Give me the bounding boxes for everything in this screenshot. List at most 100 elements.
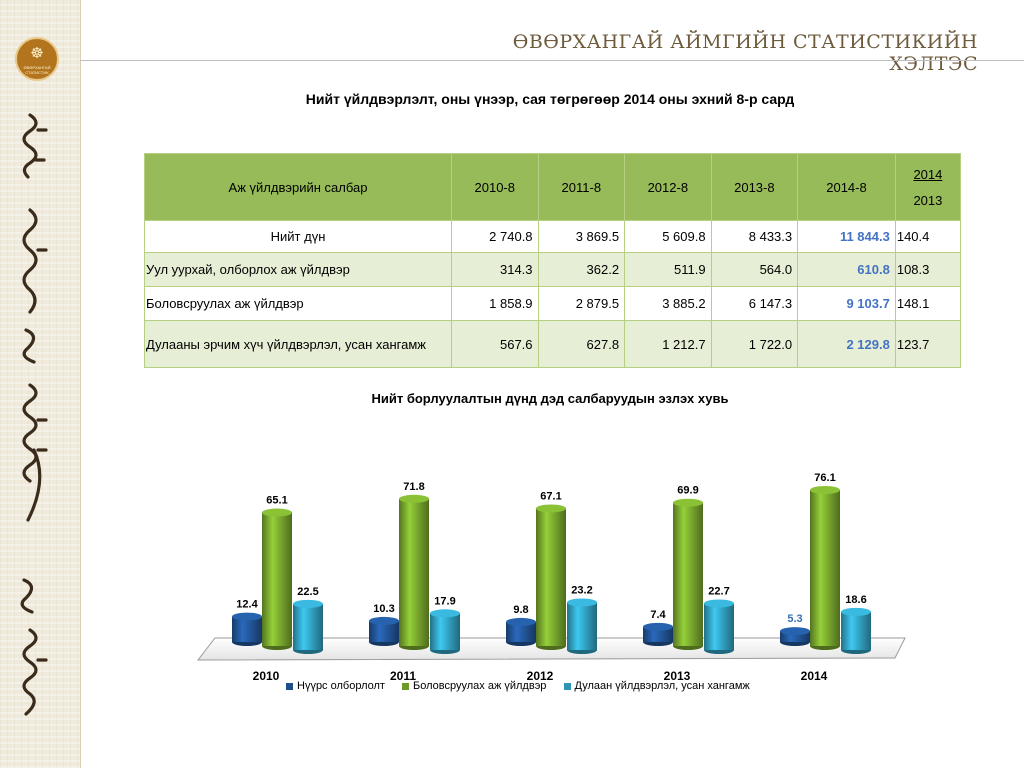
bar bbox=[673, 498, 703, 650]
statistics-logo: ☸ ӨВӨРХАНГАЙ СТАТИСТИК bbox=[15, 37, 59, 81]
bar bbox=[810, 485, 840, 650]
bar-top bbox=[673, 498, 703, 507]
data-label: 71.8 bbox=[403, 481, 424, 493]
bar-top bbox=[536, 504, 566, 513]
data-label: 22.7 bbox=[708, 585, 729, 597]
bar bbox=[780, 627, 810, 646]
bar-body bbox=[567, 602, 597, 650]
share-bar-chart: 12.4 10.3 9.8 7.4 5.3 65.1 71.8 67.1 69.9 76.1 22.… bbox=[196, 472, 906, 682]
bar-body bbox=[232, 616, 262, 642]
table-cell-highlight: 11 844.3 bbox=[797, 220, 896, 253]
legend-item: Дулаан үйлдвэрлэл, усан хангамж bbox=[563, 680, 750, 692]
bar-top bbox=[430, 609, 460, 618]
legend-swatch bbox=[563, 682, 571, 690]
table-row: Дулааны эрчим хүч үйлдвэрлэл, усан ханга… bbox=[144, 320, 962, 368]
bar-body bbox=[704, 603, 734, 650]
table-cell: 567.6 bbox=[451, 320, 539, 368]
bar-body bbox=[293, 603, 323, 650]
bar-body bbox=[536, 508, 566, 646]
ratio-cell: 108.3 bbox=[894, 252, 962, 287]
row-label: Боловсруулах аж үйлдвэр bbox=[144, 286, 452, 321]
bar bbox=[293, 599, 323, 654]
table-cell: 3 869.5 bbox=[537, 220, 626, 253]
row-label: Нийт дүн bbox=[144, 220, 452, 253]
category-label: 2012 bbox=[527, 669, 554, 682]
bar-top bbox=[293, 599, 323, 608]
category-label: 2010 bbox=[253, 669, 280, 682]
table-cell: 2 740.8 bbox=[451, 220, 539, 253]
bar-top bbox=[704, 599, 734, 608]
chart-title: Нийт борлуулалтын дүнд дэд салбаруудын э… bbox=[371, 391, 729, 406]
header-year: 2012-8 bbox=[624, 153, 712, 221]
bar-body bbox=[643, 626, 673, 642]
department-title: ӨВӨРХАНГАЙ АЙМГИЙН СТАТИСТИКИЙН ХЭЛТЭС bbox=[512, 31, 978, 75]
data-label: 12.4 bbox=[236, 599, 258, 611]
table-cell: 511.9 bbox=[624, 252, 712, 287]
legend-label: Дулаан үйлдвэрлэл, усан хангамж bbox=[574, 680, 750, 692]
table-cell-highlight: 2 129.8 bbox=[797, 320, 896, 368]
data-label: 7.4 bbox=[650, 609, 666, 621]
data-label: 76.1 bbox=[814, 472, 835, 484]
table-cell: 1 722.0 bbox=[710, 320, 799, 368]
bar-body bbox=[673, 502, 703, 646]
header-sector: Аж үйлдвэрийн салбар bbox=[144, 153, 452, 221]
data-label: 23.2 bbox=[571, 584, 592, 596]
ratio-cell: 123.7 bbox=[894, 320, 962, 368]
table-cell: 314.3 bbox=[451, 252, 539, 287]
table-row: Уул уурхай, олборлох аж үйлдвэр 314.3 36… bbox=[144, 252, 962, 287]
bar-body bbox=[841, 611, 871, 650]
bar-body bbox=[399, 498, 429, 646]
bar-top bbox=[262, 508, 292, 517]
bar bbox=[506, 617, 536, 646]
bar bbox=[567, 598, 597, 654]
bar-top bbox=[567, 598, 597, 607]
row-label: Уул уурхай, олборлох аж үйлдвэр bbox=[144, 252, 452, 287]
bar-top bbox=[780, 627, 810, 636]
bar-body bbox=[430, 613, 460, 650]
data-label: 9.8 bbox=[513, 604, 528, 616]
soyombo-icon: ☸ bbox=[30, 45, 44, 62]
legend-item: Боловсруулах аж үйлдвэр bbox=[402, 680, 546, 692]
bar-top bbox=[369, 616, 399, 625]
row-label: Дулааны эрчим хүч үйлдвэрлэл, усан ханга… bbox=[144, 320, 452, 368]
category-label: 2011 bbox=[390, 669, 416, 682]
bar-body bbox=[810, 489, 840, 646]
bar-top bbox=[810, 485, 840, 494]
bar bbox=[369, 616, 399, 646]
table-cell: 6 147.3 bbox=[710, 286, 799, 321]
bar bbox=[262, 508, 292, 650]
production-table: Аж үйлдвэрийн салбар 2010-8 2011-8 2012-… bbox=[144, 153, 962, 368]
data-label: 22.5 bbox=[297, 586, 318, 598]
logo-text: ӨВӨРХАНГАЙ СТАТИСТИК bbox=[23, 65, 51, 75]
header-ratio: 2014 2013 bbox=[894, 153, 962, 221]
data-label: 67.1 bbox=[540, 490, 561, 502]
data-label: 10.3 bbox=[373, 603, 394, 615]
data-label: 5.3 bbox=[787, 613, 802, 625]
table-row: Боловсруулах аж үйлдвэр 1 858.9 2 879.5 … bbox=[144, 286, 962, 321]
mongolian-script-ornament bbox=[20, 113, 48, 716]
bar-top bbox=[399, 494, 429, 503]
data-label: 65.1 bbox=[266, 495, 287, 507]
header-year: 2010-8 bbox=[451, 153, 539, 221]
ratio-numerator: 2014 bbox=[913, 166, 943, 182]
bar bbox=[232, 612, 262, 646]
table-cell: 3 885.2 bbox=[624, 286, 712, 321]
decorative-sidebar: ☸ ӨВӨРХАНГАЙ СТАТИСТИК bbox=[0, 0, 81, 768]
bar-body bbox=[369, 620, 399, 642]
ratio-cell: 140.4 bbox=[894, 220, 962, 253]
bar bbox=[704, 599, 734, 654]
data-label: 18.6 bbox=[845, 594, 866, 606]
legend-swatch bbox=[402, 682, 410, 690]
table-cell-highlight: 9 103.7 bbox=[797, 286, 896, 321]
ratio-denominator: 2013 bbox=[913, 192, 943, 208]
data-label: 17.9 bbox=[434, 595, 455, 607]
bar bbox=[399, 494, 429, 650]
table-cell: 1 212.7 bbox=[624, 320, 712, 368]
bar-body bbox=[780, 631, 810, 642]
header-divider bbox=[80, 60, 1024, 61]
bar-top bbox=[643, 622, 673, 631]
bar bbox=[536, 504, 566, 650]
table-title: Нийт үйлдвэрлэлт, оны үнээр, сая төгрөгө… bbox=[305, 91, 795, 107]
header-year: 2013-8 bbox=[710, 153, 799, 221]
table-cell: 362.2 bbox=[537, 252, 626, 287]
